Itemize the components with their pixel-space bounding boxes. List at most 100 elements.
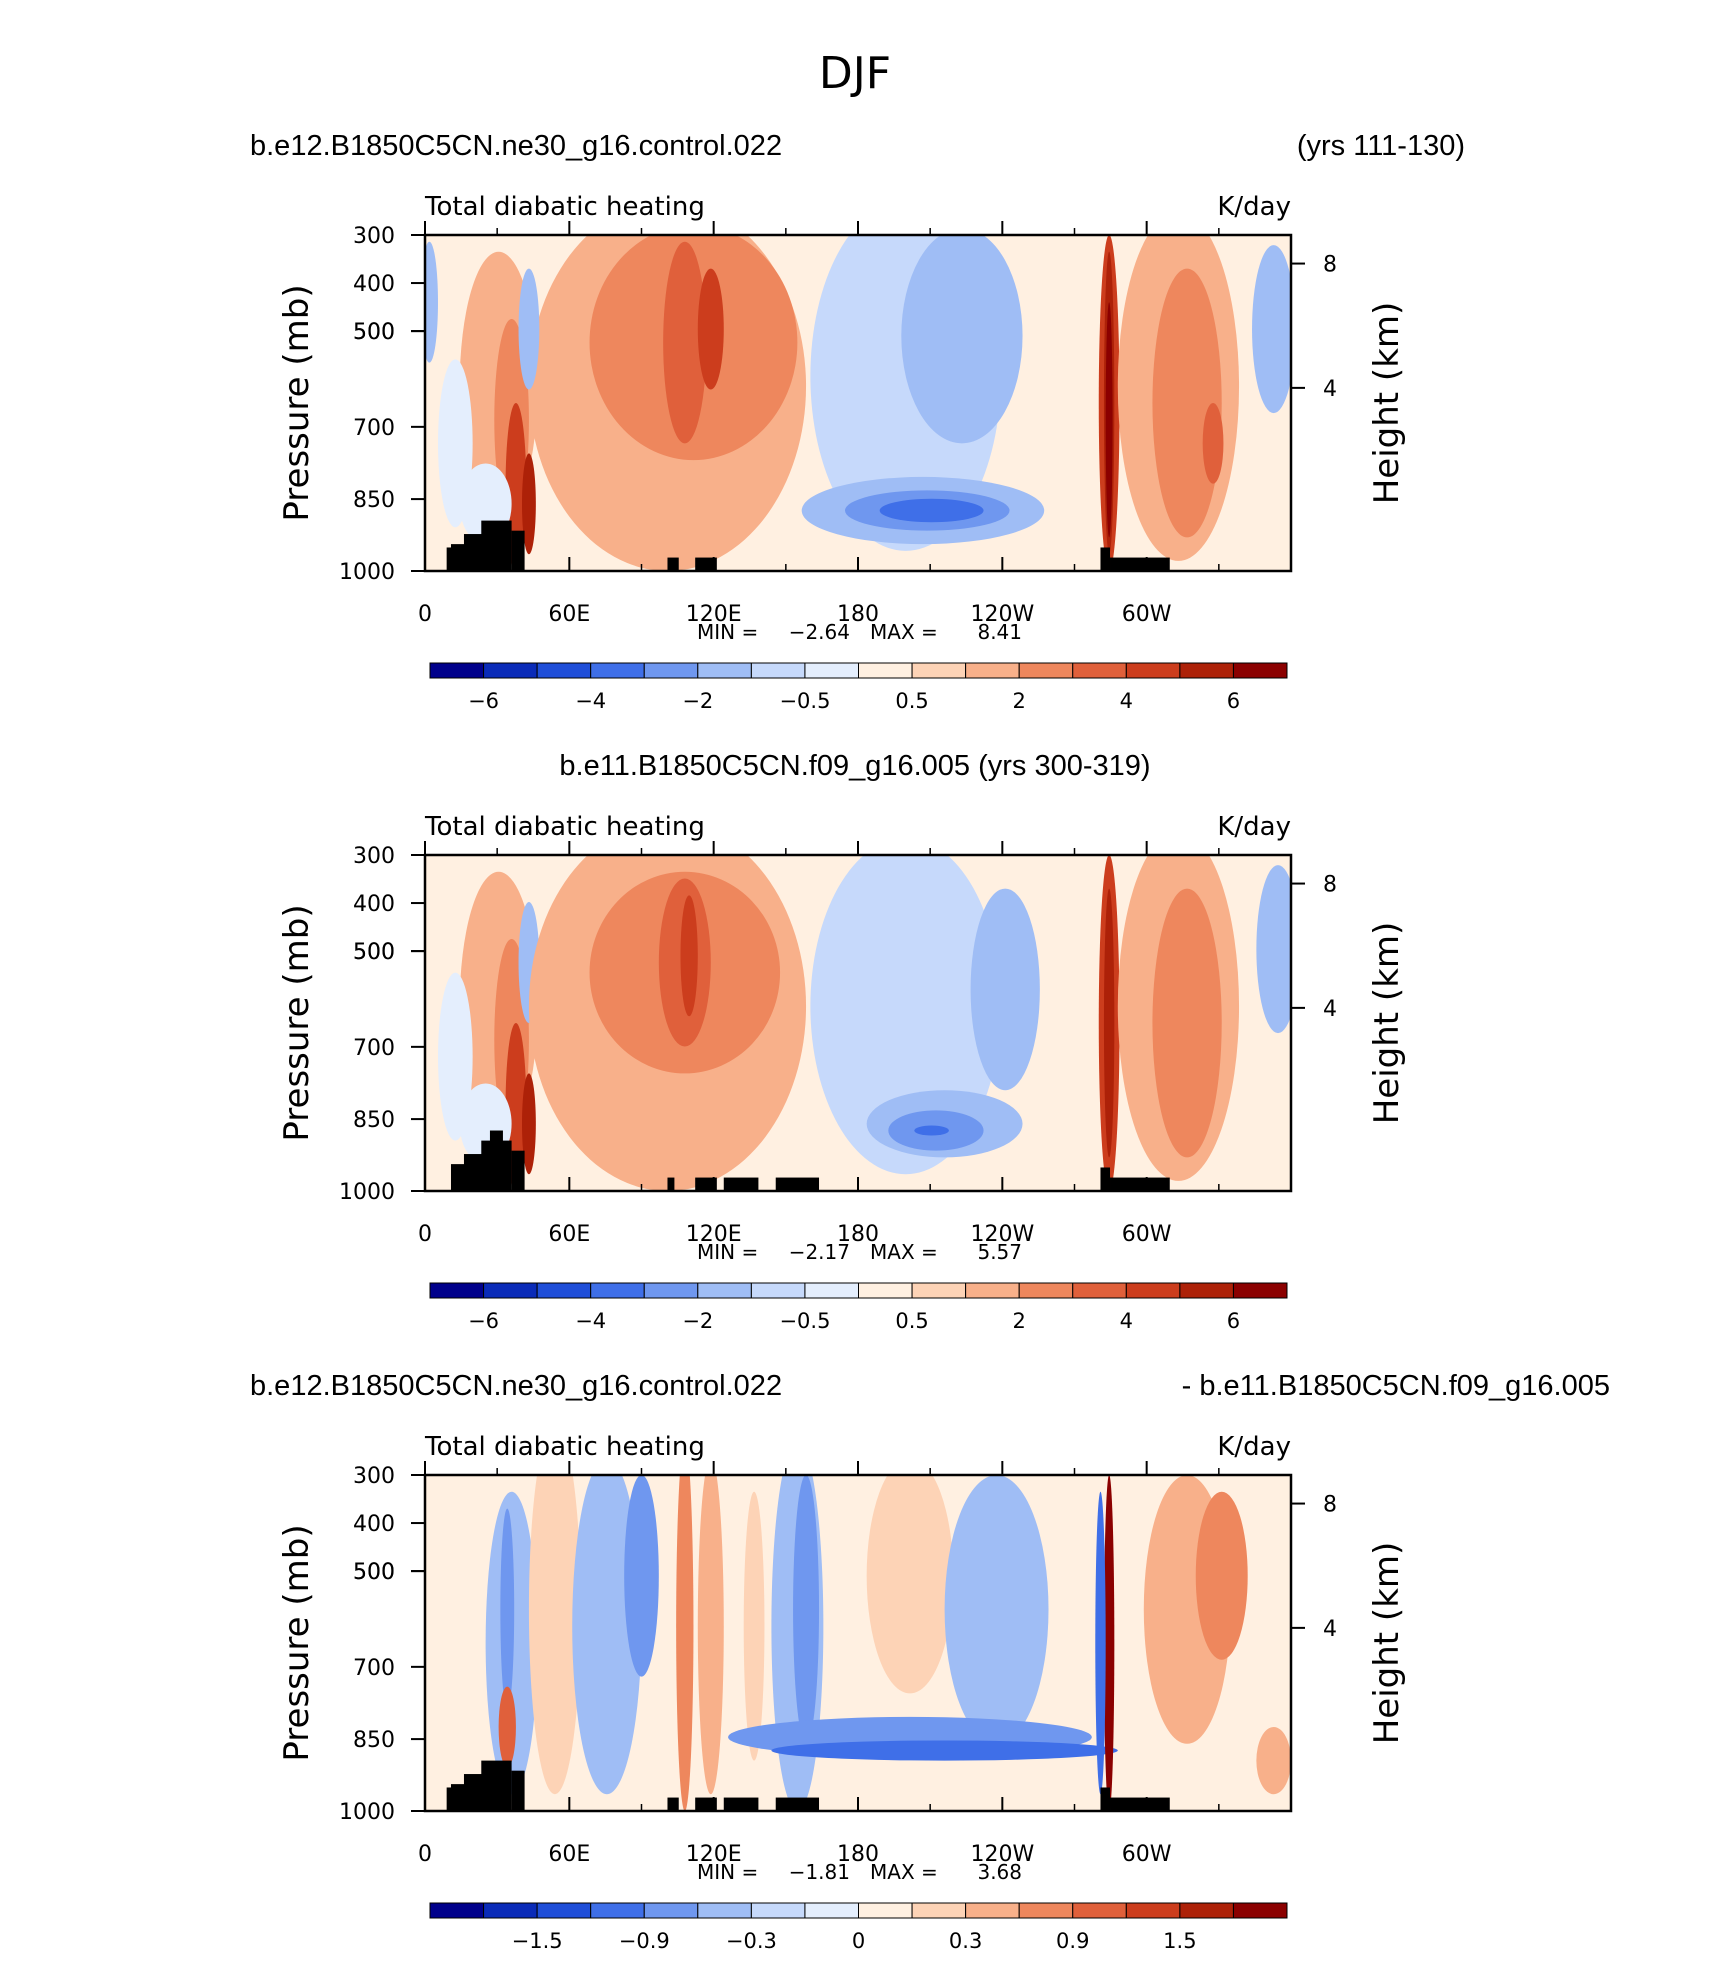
panel-2-topography-7: [723, 1177, 759, 1191]
panel-2-topography-9: [1100, 1167, 1111, 1191]
panel-3-colorbar-label-5: 0.9: [1056, 1929, 1089, 1953]
panel-3-contour-field: [425, 1475, 1291, 1811]
panel-3-contour-region-9: [793, 1475, 820, 1744]
panel-3-contour-region-15: [1095, 1491, 1106, 1795]
panel-3-topography-3: [481, 1760, 512, 1811]
panel-3-colorbar-swatch-15: [1232, 1902, 1288, 1919]
panel-1-ytick-right-label-0: 8: [1323, 253, 1337, 278]
panel-1-min-label: MIN =: [697, 620, 758, 644]
panel-1-topography-4: [511, 530, 525, 571]
panel-3-title-left: b.e12.B1850C5CN.ne30_g16.control.022: [250, 1370, 782, 1402]
panel-1-min-value: −2.64: [789, 620, 850, 644]
panel-2-ytick-label-0: 300: [353, 844, 395, 869]
panel-3-colorbar-swatch-10: [965, 1902, 1020, 1919]
panel-3-topography-10: [1110, 1797, 1170, 1811]
panel-1-colorbar-swatch-5: [697, 662, 752, 679]
panel-2: b.e11.B1850C5CN.f09_g16.005 (yrs 300-319…: [277, 750, 1407, 1333]
panel-3-max-label: MAX =: [870, 1860, 938, 1884]
panel-1-ytick-label-4: 700: [353, 416, 395, 441]
panel-1-colorbar-label-7: 6: [1227, 689, 1240, 713]
panel-1-topography-3: [481, 520, 512, 571]
panel-2-colorbar-swatch-7: [804, 1282, 859, 1299]
panel-3-colorbar-label-0: −1.5: [512, 1929, 563, 1953]
panel-1-colorbar-label-4: 0.5: [895, 689, 928, 713]
panel-1-colorbar-swatch-8: [858, 662, 913, 679]
panel-3-xtick-label-5: 60W: [1122, 1842, 1172, 1867]
panel-3-min-value: −1.81: [789, 1860, 850, 1884]
panel-1-topography-7: [1100, 547, 1111, 571]
panel-3-topography-7: [723, 1797, 759, 1811]
panel-1-colorbar-swatch-14: [1179, 662, 1234, 679]
panel-2-ylabel: Pressure (mb): [277, 904, 317, 1141]
panel-2-contour-region-19: [1256, 865, 1291, 1034]
panel-2-topography-10: [1110, 1177, 1170, 1191]
panel-1-contour-region-12: [901, 235, 1023, 444]
panel-3-colorbar-swatch-1: [483, 1902, 538, 1919]
panel-3-contour-region-2: [528, 1475, 581, 1795]
panel-2-colorbar-swatch-8: [858, 1282, 913, 1299]
panel-2-topography-6: [695, 1177, 717, 1191]
panel-2-colorbar-swatch-6: [750, 1282, 806, 1299]
panel-2-topography-5: [667, 1177, 675, 1191]
panel-1-xtick-label-5: 60W: [1122, 602, 1172, 627]
panel-3-contour-region-7: [743, 1491, 765, 1761]
panel-2-colorbar-swatch-4: [643, 1282, 699, 1299]
panel-2-xtick-label-5: 60W: [1122, 1222, 1172, 1247]
panel-2-colorbar-swatch-9: [911, 1282, 967, 1299]
panel-1-colorbar-swatch-1: [483, 662, 538, 679]
figure-title: DJF: [819, 48, 891, 99]
panel-2-contour-region-2: [437, 972, 473, 1141]
panel-1-contour-region-4: [521, 453, 536, 555]
panel-3-title-right: - b.e11.B1850C5CN.f09_g16.005: [1182, 1370, 1610, 1402]
panel-2-topography-8: [775, 1177, 820, 1191]
panel-1-title-right: (yrs 111-130): [1297, 130, 1465, 162]
panel-2-colorbar-swatch-11: [1018, 1282, 1074, 1299]
panel-1-colorbar-swatch-12: [1072, 662, 1127, 679]
panel-2-colorbar-swatch-14: [1179, 1282, 1234, 1299]
panel-1-colorbar-swatch-10: [965, 662, 1020, 679]
panel-2-contour-region-14: [914, 1125, 949, 1136]
panel-2-colorbar-label-2: −2: [682, 1309, 713, 1333]
panel-2-contour-region-11: [970, 888, 1040, 1091]
panel-2-colorbar-label-1: −4: [575, 1309, 606, 1333]
panel-3-ytick-label-0: 300: [353, 1464, 395, 1489]
panel-2-title-center: b.e11.B1850C5CN.f09_g16.005 (yrs 300-319…: [559, 750, 1150, 782]
panel-3-colorbar-swatch-0: [429, 1902, 485, 1919]
panel-2-colorbar-swatch-3: [590, 1282, 645, 1299]
panel-3-ylabel: Pressure (mb): [277, 1524, 317, 1761]
panel-1: b.e12.B1850C5CN.ne30_g16.control.022 (yrs…: [250, 130, 1465, 713]
panel-1-colorbar-label-0: −6: [468, 689, 499, 713]
panel-1-colorbar-swatch-7: [804, 662, 859, 679]
panel-2-ytick-label-2: 500: [353, 940, 395, 965]
panel-2-ytick-right-label-1: 4: [1323, 997, 1337, 1022]
panel-1-colorbar-swatch-4: [643, 662, 699, 679]
panel-3-colorbar-swatch-12: [1072, 1902, 1127, 1919]
panel-1-topography-5: [667, 557, 679, 571]
panel-3-contour-region-17: [1195, 1491, 1248, 1660]
panel-3-colorbar-swatch-2: [536, 1902, 592, 1919]
panel-2-contour-region-4: [521, 1073, 536, 1175]
panel-3-max-value: 3.68: [977, 1860, 1022, 1884]
panel-3-contour-region-19: [1256, 1727, 1291, 1795]
panel-1-ytick-label-2: 500: [353, 320, 395, 345]
panel-3-topography-8: [775, 1797, 820, 1811]
panel-1-ytick-label-5: 850: [353, 488, 395, 513]
panel-1-ylabel: Pressure (mb): [277, 284, 317, 521]
panel-2-colorbar-swatch-5: [697, 1282, 752, 1299]
panel-3-colorbar-label-1: −0.9: [619, 1929, 670, 1953]
panel-2-ytick-label-5: 850: [353, 1108, 395, 1133]
panel-3-variable-label: Total diabatic heating: [424, 1432, 705, 1462]
panel-2-colorbar-label-3: −0.5: [779, 1309, 830, 1333]
panel-1-colorbar-swatch-9: [911, 662, 967, 679]
panel-3-colorbar-label-6: 1.5: [1163, 1929, 1196, 1953]
panel-2-contour-region-18: [1152, 888, 1222, 1158]
panel-1-contour-region-10: [518, 268, 540, 390]
panel-1-contour-region-5: [425, 241, 438, 363]
panel-1-contour-region-22: [1252, 245, 1291, 414]
panel-2-colorbar-label-0: −6: [468, 1309, 499, 1333]
panel-3-topography-9: [1100, 1787, 1111, 1811]
panel-3-contour-region-6: [697, 1475, 724, 1795]
panel-1-colorbar-swatch-2: [536, 662, 592, 679]
panel-2-min-value: −2.17: [789, 1240, 850, 1264]
